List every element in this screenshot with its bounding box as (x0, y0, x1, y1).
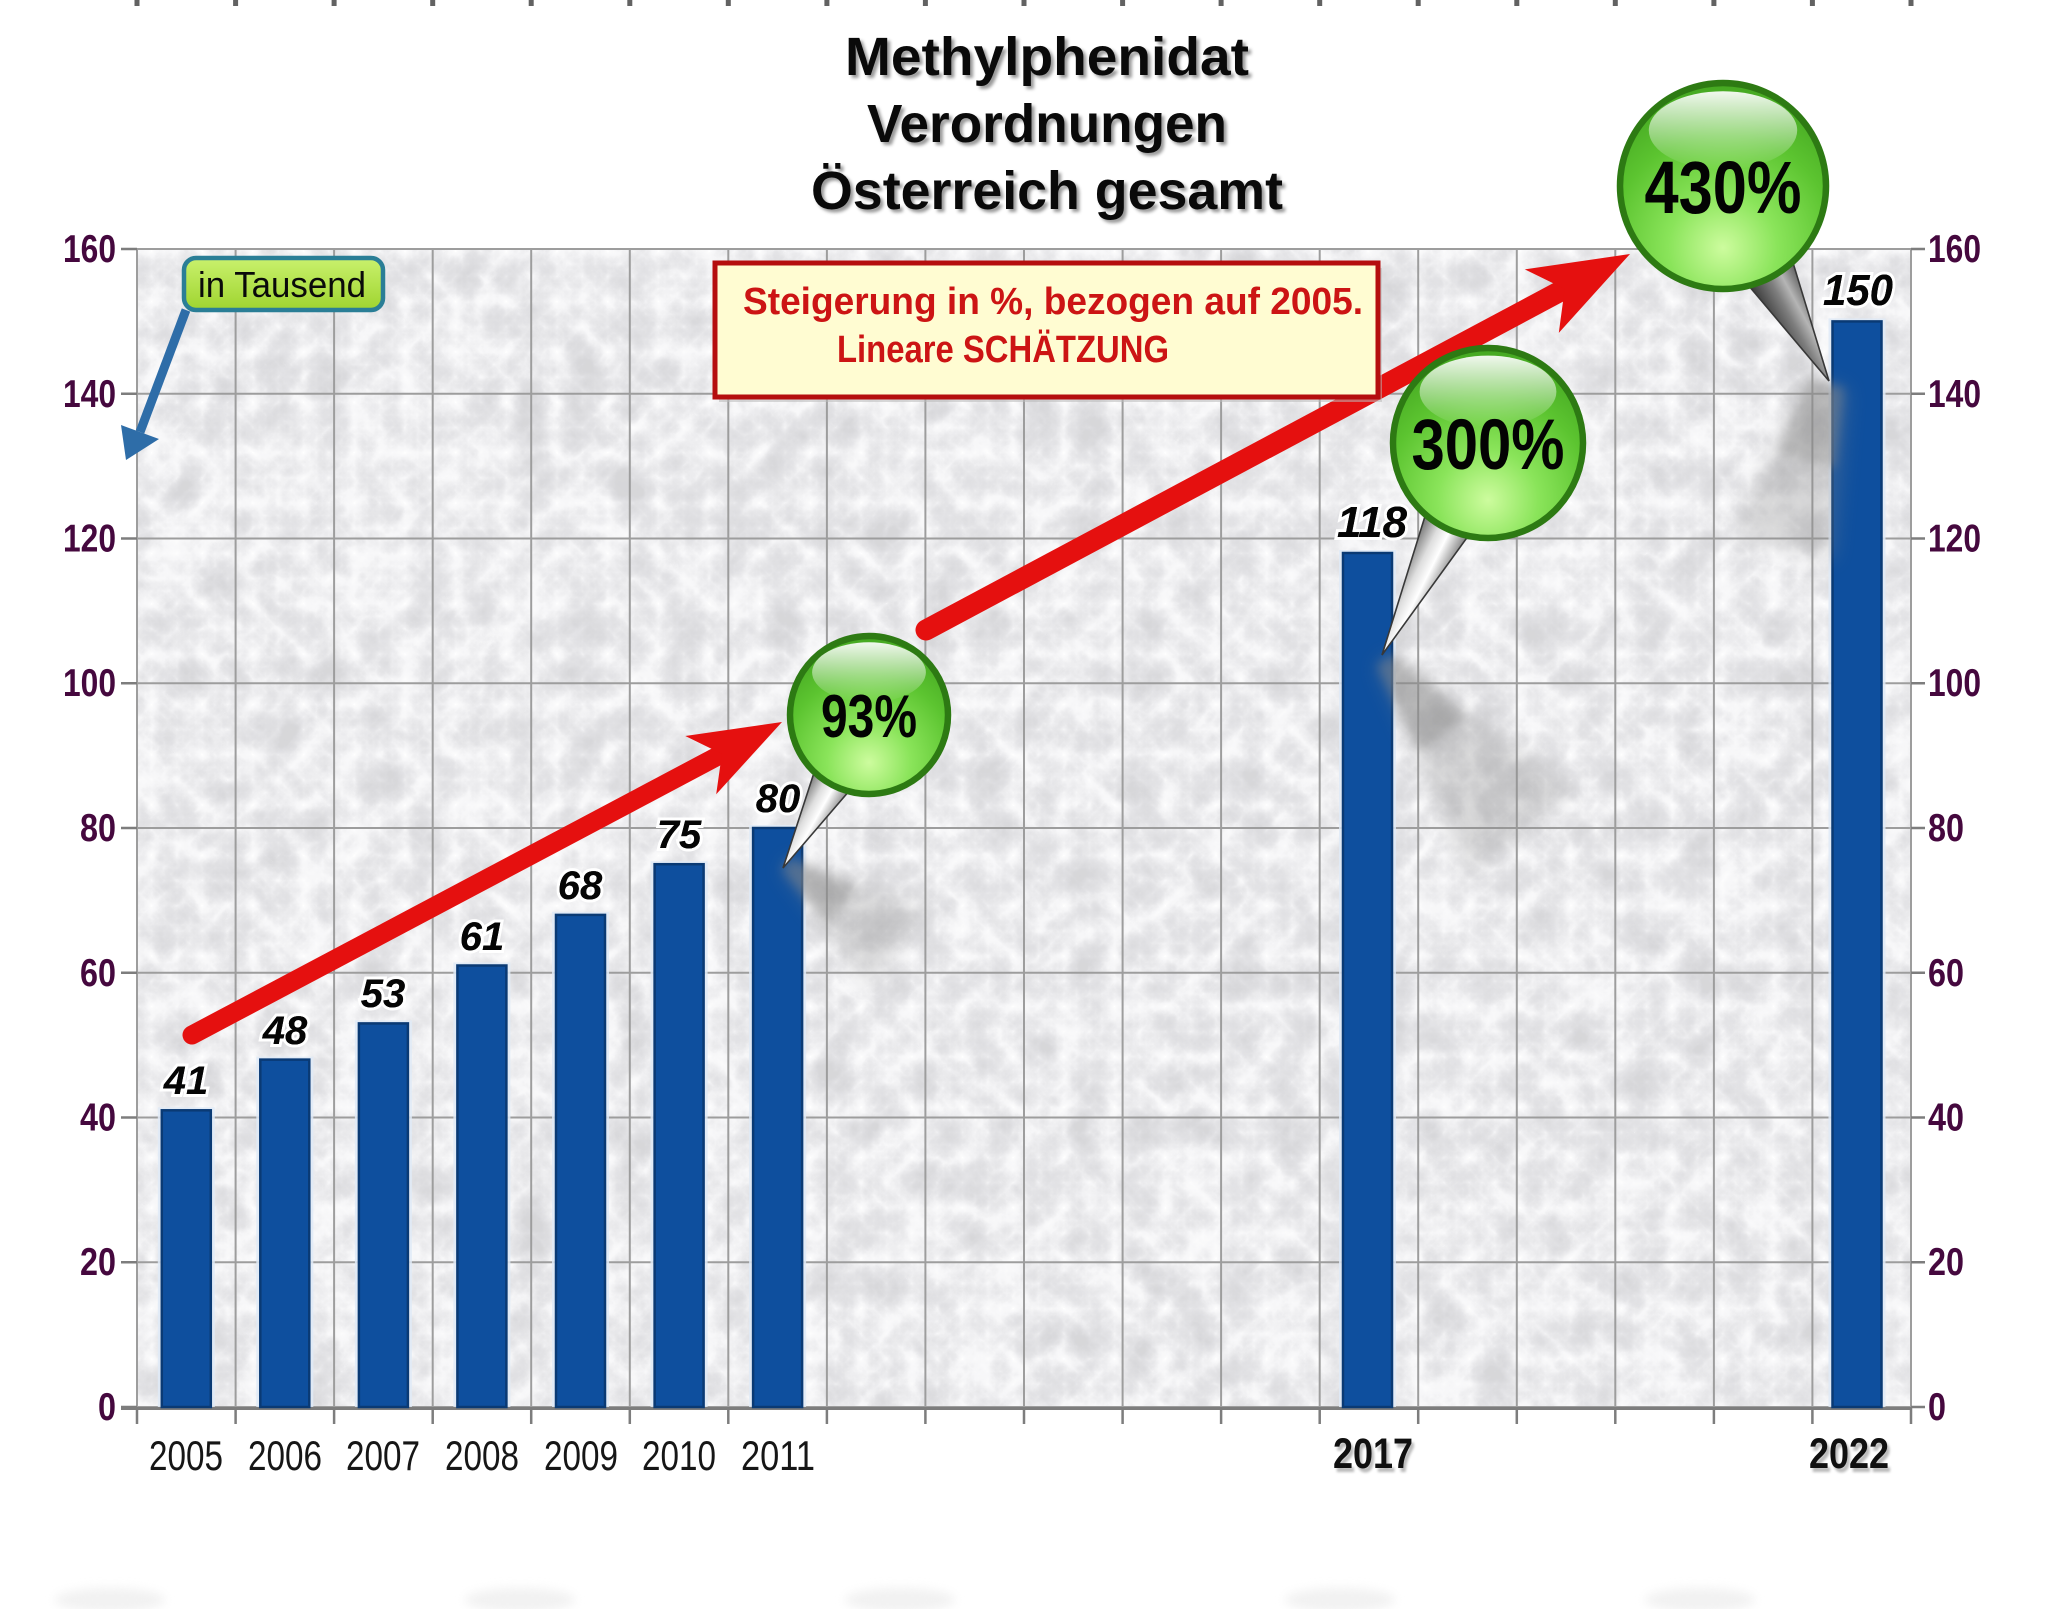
svg-text:40: 40 (1928, 1097, 1964, 1140)
svg-text:2009: 2009 (544, 1432, 618, 1479)
svg-text:48: 48 (262, 1009, 308, 1053)
svg-text:140: 140 (63, 373, 116, 416)
svg-text:2011: 2011 (741, 1432, 815, 1479)
svg-text:40: 40 (80, 1097, 116, 1140)
svg-text:2022: 2022 (1809, 1430, 1889, 1478)
svg-text:160: 160 (1928, 228, 1981, 271)
svg-text:300%: 300% (1412, 406, 1565, 485)
svg-text:80: 80 (1928, 807, 1964, 850)
svg-text:48: 48 (262, 1009, 308, 1053)
svg-text:2006: 2006 (248, 1432, 322, 1479)
svg-text:60: 60 (1928, 952, 1964, 995)
svg-text:Steigerung in %, bezogen auf 2: Steigerung in %, bezogen auf 2005. (743, 281, 1363, 323)
svg-text:2005: 2005 (149, 1432, 223, 1479)
svg-text:61: 61 (460, 915, 505, 959)
svg-text:Lineare SCHÄTZUNG: Lineare SCHÄTZUNG (837, 328, 1169, 371)
svg-text:Österreich gesamt: Österreich gesamt (811, 161, 1283, 221)
svg-text:20: 20 (80, 1241, 116, 1284)
svg-text:118: 118 (1337, 498, 1408, 547)
svg-text:100: 100 (63, 662, 116, 705)
svg-text:80: 80 (756, 777, 801, 821)
svg-text:Verordnungen: Verordnungen (867, 94, 1227, 154)
svg-text:2008: 2008 (445, 1432, 519, 1479)
svg-text:75: 75 (657, 813, 702, 857)
svg-text:2007: 2007 (346, 1432, 420, 1479)
svg-text:80: 80 (756, 777, 801, 821)
svg-text:53: 53 (361, 972, 406, 1016)
svg-text:41: 41 (163, 1059, 209, 1103)
svg-text:68: 68 (558, 864, 603, 908)
svg-text:80: 80 (80, 807, 116, 850)
svg-text:430%: 430% (1645, 146, 1802, 229)
svg-text:140: 140 (1928, 373, 1981, 416)
svg-text:150: 150 (1823, 266, 1893, 315)
svg-text:118: 118 (1337, 498, 1408, 547)
svg-text:100: 100 (1928, 662, 1981, 705)
svg-text:53: 53 (361, 972, 406, 1016)
svg-text:in Tausend: in Tausend (198, 264, 366, 305)
svg-text:41: 41 (163, 1059, 209, 1103)
svg-text:0: 0 (1928, 1386, 1946, 1429)
svg-text:93%: 93% (821, 683, 917, 750)
svg-text:120: 120 (63, 518, 116, 561)
svg-text:0: 0 (98, 1386, 116, 1429)
svg-text:2010: 2010 (642, 1432, 716, 1479)
svg-text:2017: 2017 (1333, 1430, 1413, 1478)
svg-text:61: 61 (460, 915, 505, 959)
svg-text:Methylphenidat: Methylphenidat (845, 27, 1249, 87)
svg-text:75: 75 (657, 813, 702, 857)
svg-text:120: 120 (1928, 518, 1981, 561)
svg-text:20: 20 (1928, 1241, 1964, 1284)
svg-text:150: 150 (1823, 266, 1893, 315)
svg-text:160: 160 (63, 228, 116, 271)
svg-text:68: 68 (558, 864, 603, 908)
svg-text:60: 60 (80, 952, 116, 995)
